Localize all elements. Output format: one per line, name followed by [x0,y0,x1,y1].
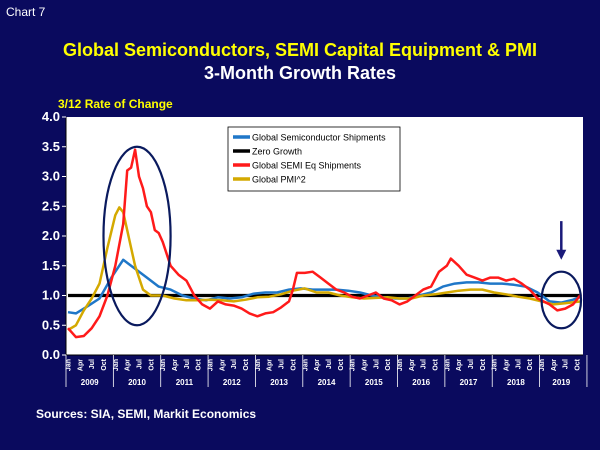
chart-title: Global Semiconductors, SEMI Capital Equi… [62,40,538,60]
legend-label: Global Semiconductor Shipments [252,133,386,143]
x-month-tick-label: Jan [350,359,357,371]
chart-number-label: Chart 7 [6,5,46,19]
x-month-tick-label: Jan [397,359,404,371]
x-month-tick-label: Jan [302,359,309,371]
x-year-label: 2011 [176,378,194,387]
x-month-tick-label: Jan [113,359,120,371]
x-month-tick-label: Oct [290,358,297,370]
legend: Global Semiconductor Shipments Zero Growt… [227,126,401,192]
x-month-tick-label: Oct [196,358,203,370]
y-tick-label: 2.0 [42,228,60,243]
x-year-label: 2015 [365,378,383,387]
x-month-tick-label: Jul [468,359,475,369]
x-year-label: 2017 [460,378,478,387]
x-month-tick-label: Jul [563,359,570,369]
annotation-arrow-head [556,249,567,260]
x-year-label: 2010 [128,378,146,387]
x-year-label: 2012 [223,378,241,387]
x-month-tick-label: Oct [480,358,487,370]
x-month-tick-label: Jul [184,359,191,369]
x-month-tick-label: Jul [373,359,380,369]
x-month-tick-label: Jul [231,359,238,369]
x-month-tick-label: Oct [243,358,250,370]
x-month-tick-label: Oct [527,358,534,370]
x-month-tick-label: Apr [219,359,226,371]
x-month-tick-label: Jan [539,359,546,371]
x-month-tick-label: Jul [515,359,522,369]
annotation-ellipse-1 [102,145,172,327]
x-month-tick-label: Jan [492,359,499,371]
x-month-tick-label: Jul [326,359,333,369]
x-month-tick-label: Jan [66,359,73,371]
y-tick-label: 1.5 [42,258,60,273]
legend-label: Global SEMI Eq Shipments [252,161,362,171]
x-month-tick-label: Jan [444,359,451,371]
x-month-tick-label: Oct [385,358,392,370]
axis-layer: 0.0 0.5 1.0 1.5 2.0 2.5 3.0 3.5 4.0 Jan Apr Jul Oct J… [42,109,588,387]
x-month-tick-label: Apr [409,359,416,371]
y-axis-label: 3/12 Rate of Change [58,97,173,111]
series-line-global-semiconductor-shipments [67,258,582,315]
x-month-tick-label: Jan [255,359,262,371]
x-month-tick-label: Apr [504,359,511,371]
x-month-tick-label: Jan [208,359,215,371]
x-year-label: 2009 [81,378,99,387]
y-tick-label: 1.0 [42,288,60,303]
x-month-tick-label: Apr [267,359,274,371]
x-month-tick-label: Oct [433,358,440,370]
x-month-tick-label: Oct [148,358,155,370]
x-month-tick-label: Apr [456,359,463,371]
x-month-tick-label: Oct [101,358,108,370]
x-month-tick-label: Jul [421,359,428,369]
x-year-label: 2018 [507,378,525,387]
x-year-label: 2016 [412,378,430,387]
y-tick-label: 0.0 [42,347,60,362]
x-month-tick-label: Apr [172,359,179,371]
x-month-tick-label: Apr [362,359,369,371]
x-month-tick-label: Jul [279,359,286,369]
x-month-tick-label: Apr [551,359,558,371]
legend-label: Zero Growth [252,147,302,157]
x-month-tick-label: Oct [575,358,582,370]
x-year-label: 2014 [318,378,336,387]
sources-note: Sources: SIA, SEMI, Markit Economics [36,407,257,421]
y-tick-label: 2.5 [42,198,60,213]
x-month-tick-label: Apr [77,359,84,371]
x-year-label: 2013 [270,378,288,387]
series-line-global-semi-eq-shipments [67,148,582,339]
y-tick-label: 4.0 [42,109,60,124]
series-layer [67,148,582,339]
x-month-tick-label: Jul [137,359,144,369]
annotation-ellipse-2 [540,270,583,330]
x-month-tick-label: Jul [89,359,96,369]
x-month-tick-label: Jan [160,359,167,371]
legend-label: Global PMI^2 [252,175,306,185]
chart-subtitle: 3-Month Growth Rates [204,63,396,83]
legend-box [227,126,401,192]
x-month-tick-label: Apr [314,359,321,371]
y-tick-label: 3.5 [42,139,60,154]
x-year-label: 2019 [552,378,570,387]
y-tick-label: 3.0 [42,169,60,184]
y-tick-label: 0.5 [42,317,60,332]
x-month-tick-label: Oct [338,358,345,370]
x-month-tick-label: Apr [125,359,132,371]
annotation-layer [102,145,583,330]
